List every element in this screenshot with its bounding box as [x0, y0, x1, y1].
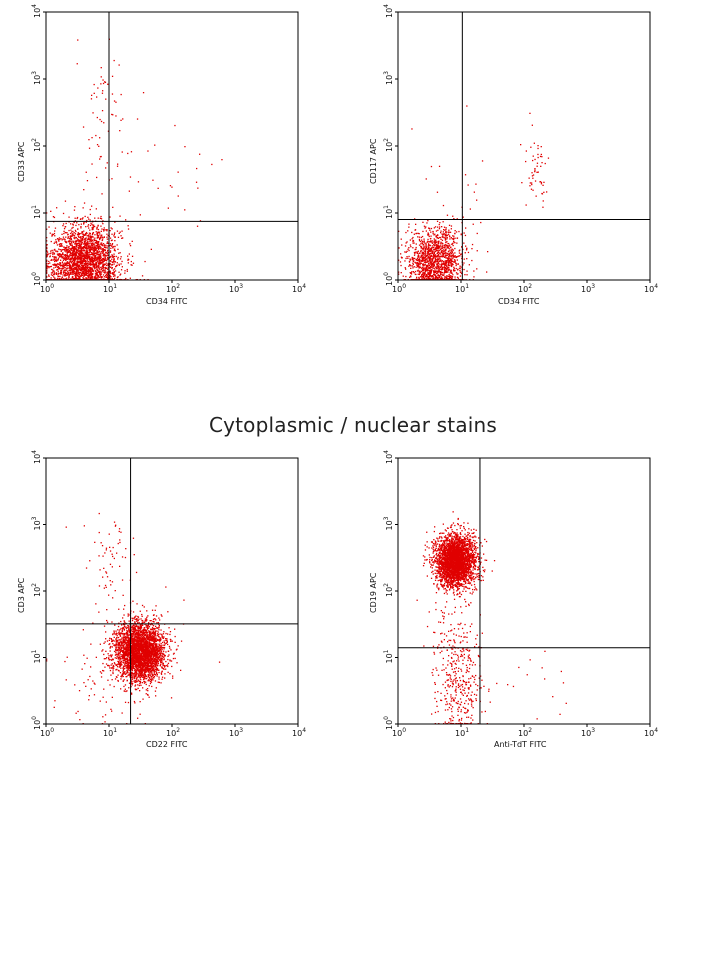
plot-cd3-vs-cd22: 100 101 102 103 104 100 101 102 103 104 CD22 FITC…: [17, 450, 346, 758]
x-tick-label: 101: [455, 283, 469, 294]
y-tick-label: 100: [383, 272, 394, 286]
y-axis-label: CD33 APC: [17, 141, 26, 182]
x-axis-label: CD34 FITC: [498, 297, 540, 306]
plot-cd117-vs-cd34: 100 101 102 103 104 100 101 102 103 104 CD34 FITC…: [369, 4, 698, 312]
x-tick-label: 103: [229, 727, 243, 738]
x-tick-label: 100: [392, 727, 406, 738]
x-axis-label: Anti-TdT FITC: [494, 740, 547, 749]
x-tick-label: 103: [581, 283, 595, 294]
x-tick-label: 101: [455, 727, 469, 738]
section-title: Cytoplasmic / nuclear stains: [208, 413, 498, 437]
y-tick-label: 104: [31, 450, 42, 464]
y-tick-label: 101: [31, 205, 42, 219]
y-tick-label: 101: [31, 649, 42, 663]
event-dots: [46, 38, 223, 281]
plot-cd33-vs-cd34: 100 101 102 103 104 100 101 102 103 104 CD34 FITC…: [17, 4, 346, 312]
x-tick-label: 101: [103, 727, 117, 738]
plot-cd19-vs-tdt: 100 101 102 103 104 100 101 102 103 104 Anti-TdT …: [369, 450, 698, 758]
x-tick-label: 104: [292, 727, 306, 738]
x-tick-label: 103: [229, 283, 243, 294]
x-tick-label: 102: [166, 283, 180, 294]
x-tick-label: 102: [166, 727, 180, 738]
y-tick-label: 104: [31, 4, 42, 18]
y-tick-label: 100: [383, 716, 394, 730]
y-tick-label: 102: [31, 138, 42, 152]
x-tick-label: 103: [581, 727, 595, 738]
scatter-svg-1: 100 101 102 103 104 100 101 102 103 104: [31, 4, 306, 294]
x-tick-label: 104: [644, 727, 658, 738]
x-tick-label: 102: [518, 727, 532, 738]
x-tick-label: 101: [103, 283, 117, 294]
x-axis-label: CD34 FITC: [146, 297, 188, 306]
y-axis-label: CD117 APC: [369, 138, 378, 184]
y-tick-label: 103: [31, 516, 42, 530]
scatter-svg-4: 100 101 102 103 104 100 101 102 103 104: [383, 450, 658, 738]
x-tick-label: 100: [40, 727, 54, 738]
y-tick-label: 101: [383, 649, 394, 663]
y-axis-label: CD19 APC: [369, 572, 378, 613]
scatter-svg-3: 100 101 102 103 104 100 101 102 103 104: [31, 450, 306, 738]
y-tick-label: 101: [383, 205, 394, 219]
event-dots: [416, 511, 567, 725]
y-tick-label: 104: [383, 4, 394, 18]
event-dots: [46, 512, 221, 725]
y-tick-label: 103: [31, 71, 42, 85]
y-tick-label: 102: [383, 138, 394, 152]
y-tick-label: 103: [383, 71, 394, 85]
x-axis-label: CD22 FITC: [146, 740, 188, 749]
x-tick-label: 100: [392, 283, 406, 294]
y-tick-label: 100: [31, 716, 42, 730]
y-tick-label: 102: [31, 583, 42, 597]
y-tick-label: 103: [383, 516, 394, 530]
scatter-svg-2: 100 101 102 103 104 100 101 102 103 104: [383, 4, 658, 294]
y-tick-label: 102: [383, 583, 394, 597]
y-axis-label: CD3 APC: [17, 577, 26, 613]
x-tick-label: 100: [40, 283, 54, 294]
y-tick-label: 100: [31, 272, 42, 286]
x-tick-label: 104: [292, 283, 306, 294]
y-tick-label: 104: [383, 450, 394, 464]
x-tick-label: 102: [518, 283, 532, 294]
x-tick-label: 104: [644, 283, 658, 294]
